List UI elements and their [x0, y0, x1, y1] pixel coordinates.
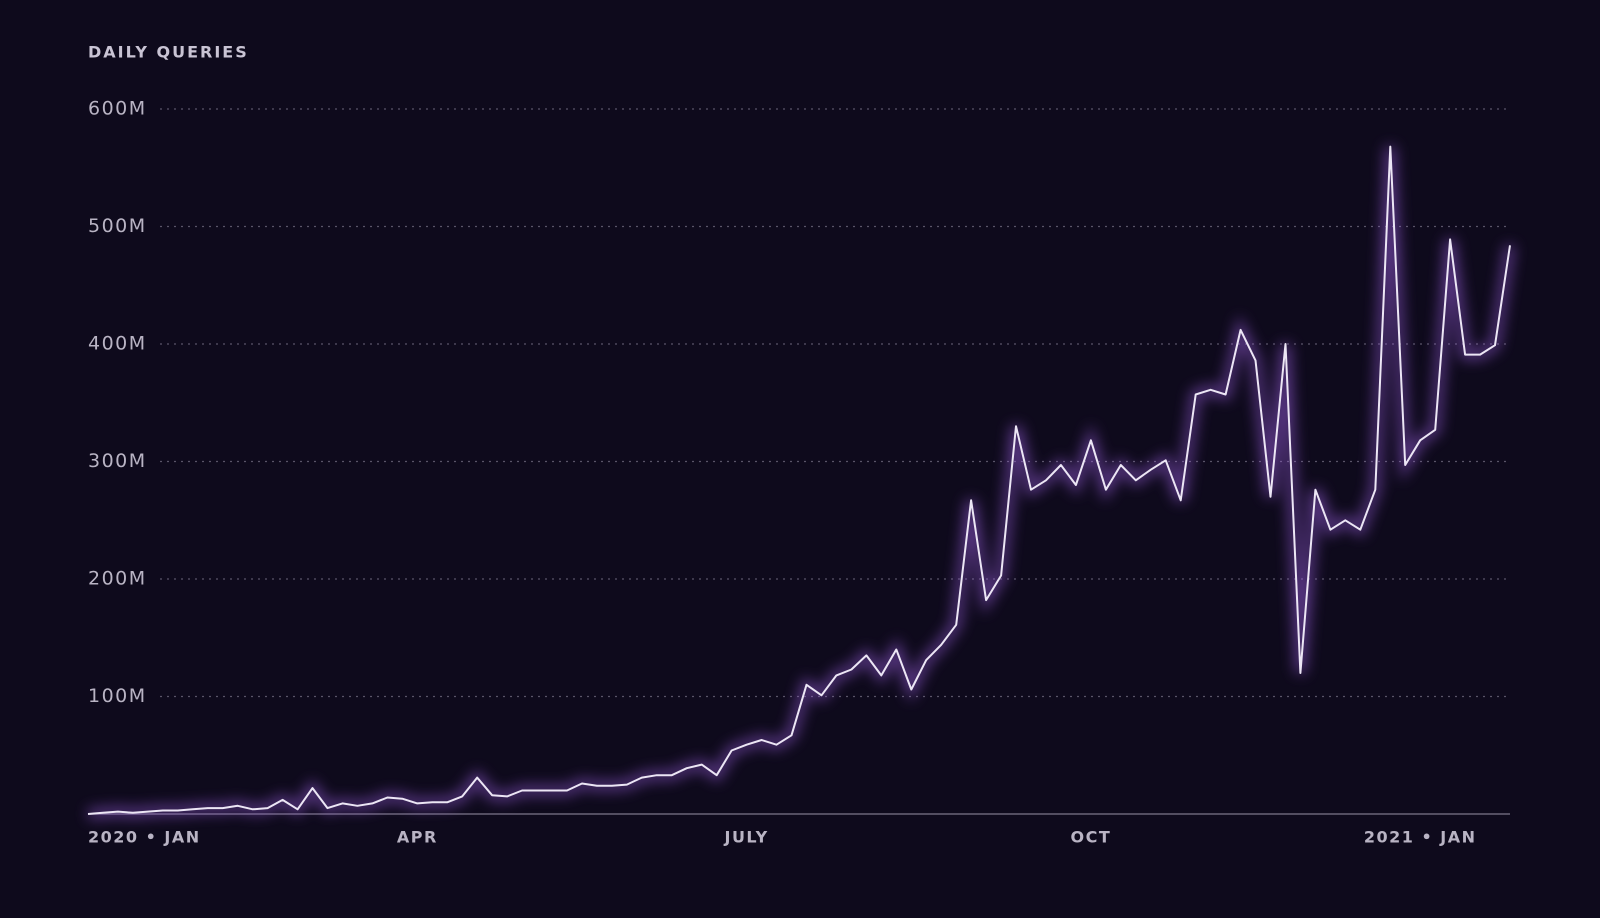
y-tick-label: 500M: [88, 215, 147, 237]
chart-title: DAILY QUERIES: [88, 43, 249, 62]
y-tick-label: 300M: [88, 450, 147, 472]
x-tick-label: JULY: [723, 828, 768, 847]
x-tick-label: 2021 • JAN: [1364, 828, 1477, 847]
y-tick-label: 100M: [88, 685, 147, 707]
x-tick-label: 2020 • JAN: [88, 828, 201, 847]
y-tick-label: 400M: [88, 333, 147, 355]
x-tick-label: APR: [397, 828, 438, 847]
y-tick-label: 600M: [88, 98, 147, 120]
y-tick-label: 200M: [88, 568, 147, 590]
x-tick-label: OCT: [1071, 828, 1112, 847]
data-line: [87, 145, 1511, 815]
